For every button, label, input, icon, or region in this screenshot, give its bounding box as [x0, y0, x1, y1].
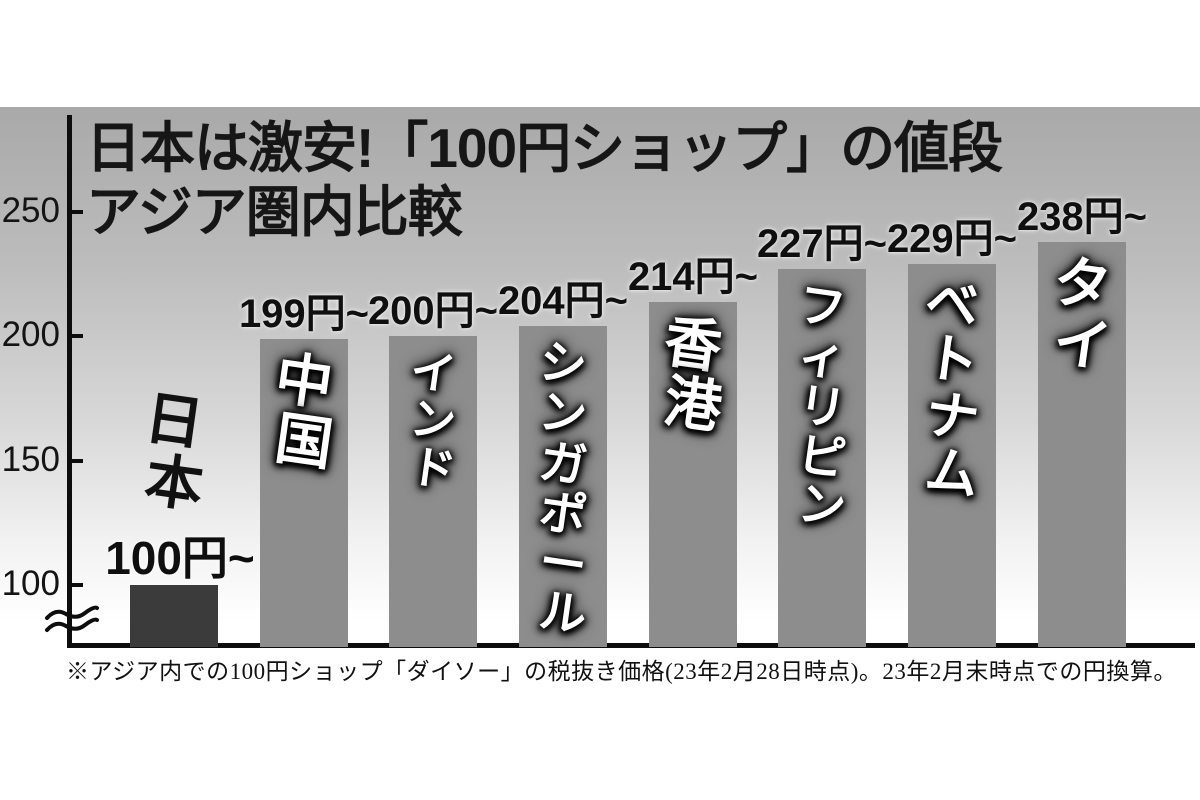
y-tick-250 [72, 210, 83, 214]
axis-break-icon [45, 605, 99, 632]
bar-japan [130, 585, 218, 647]
country-label-vietnam: ベトナム [908, 272, 996, 506]
y-tick-label-250: 250 [1, 191, 60, 230]
bar-china [260, 338, 348, 647]
price-label-philippines: 227円~ [756, 222, 888, 267]
bar-india [389, 336, 477, 647]
chart-title: 日本は激安!「100円ショップ」の値段 アジア圏内比較 [86, 116, 1066, 244]
chart-title-line1: 日本は激安!「100円ショップ」の値段 [86, 117, 1003, 179]
footnote: ※アジア内での100円ショップ「ダイソー」の税抜き価格(23年2月28日時点)。… [66, 659, 1177, 684]
country-label-thailand: タイ [1038, 249, 1126, 381]
chart-background-band: 日本は激安!「100円ショップ」の値段 アジア圏内比較 250 200 150 100… [0, 107, 1200, 650]
country-label-philippines: フィリピン [778, 277, 866, 535]
country-char: 港 [660, 369, 726, 441]
bar-philippines [778, 269, 866, 647]
country-label-japan: 日本 [130, 385, 218, 519]
y-tick-label-150: 150 [1, 439, 60, 479]
price-label-japan: 100円~ [105, 532, 255, 584]
y-tick-label-100: 100 [1, 564, 60, 603]
y-tick-100 [72, 583, 83, 587]
country-char: 本 [140, 446, 208, 520]
price-label-singapore: 204円~ [497, 279, 629, 324]
y-axis [67, 115, 72, 647]
country-char: イ [1049, 309, 1115, 381]
country-char: 国 [271, 406, 337, 478]
y-tick-label-200: 200 [1, 315, 60, 355]
country-label-singapore: シンガポール [519, 334, 607, 642]
country-label-india: インド [389, 344, 477, 496]
country-char: ム [921, 440, 983, 507]
x-axis [67, 643, 1195, 648]
price-label-hongkong: 214円~ [627, 254, 759, 299]
chart-title-line2: アジア圏内比較 [86, 181, 463, 243]
price-label-india: 200円~ [367, 289, 499, 334]
bar-thailand [1038, 241, 1126, 647]
country-char: ル [536, 583, 591, 643]
price-label-vietnam: 229円~ [886, 217, 1018, 262]
bar-hongkong [649, 301, 737, 647]
price-label-thailand: 238円~ [1016, 194, 1148, 239]
bar-singapore [519, 326, 607, 647]
price-label-china: 199円~ [238, 291, 370, 336]
y-tick-150 [72, 458, 83, 463]
country-char: ン [795, 476, 850, 536]
country-label-china: 中国 [260, 346, 348, 478]
bar-vietnam [908, 264, 996, 647]
y-tick-200 [72, 334, 83, 339]
country-label-hongkong: 香港 [649, 309, 737, 441]
